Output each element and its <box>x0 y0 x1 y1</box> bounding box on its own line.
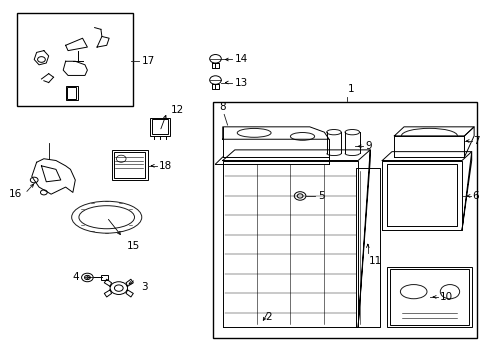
Text: 18: 18 <box>158 161 171 171</box>
Bar <box>65 86 78 100</box>
Text: 11: 11 <box>368 256 382 266</box>
Text: 8: 8 <box>219 102 225 112</box>
Bar <box>386 267 471 327</box>
Text: 15: 15 <box>126 241 140 251</box>
Bar <box>213 102 476 338</box>
Bar <box>389 269 468 325</box>
Text: 7: 7 <box>472 136 479 146</box>
Text: 3: 3 <box>141 282 148 292</box>
Text: 13: 13 <box>234 77 247 87</box>
Bar <box>67 87 76 99</box>
Bar <box>111 150 147 180</box>
Text: 2: 2 <box>265 312 271 322</box>
Text: 4: 4 <box>72 273 79 283</box>
Bar <box>150 118 169 136</box>
Text: 12: 12 <box>171 105 184 115</box>
Text: 10: 10 <box>439 292 452 302</box>
Text: 9: 9 <box>365 141 371 151</box>
Bar <box>114 152 145 178</box>
Bar <box>101 275 108 280</box>
Text: 1: 1 <box>347 84 354 94</box>
Text: 16: 16 <box>9 189 22 199</box>
Text: 17: 17 <box>141 56 155 66</box>
Text: 5: 5 <box>317 191 324 201</box>
Text: 14: 14 <box>234 54 247 64</box>
Bar <box>17 13 133 105</box>
Text: 6: 6 <box>472 191 478 201</box>
Bar <box>152 120 167 134</box>
